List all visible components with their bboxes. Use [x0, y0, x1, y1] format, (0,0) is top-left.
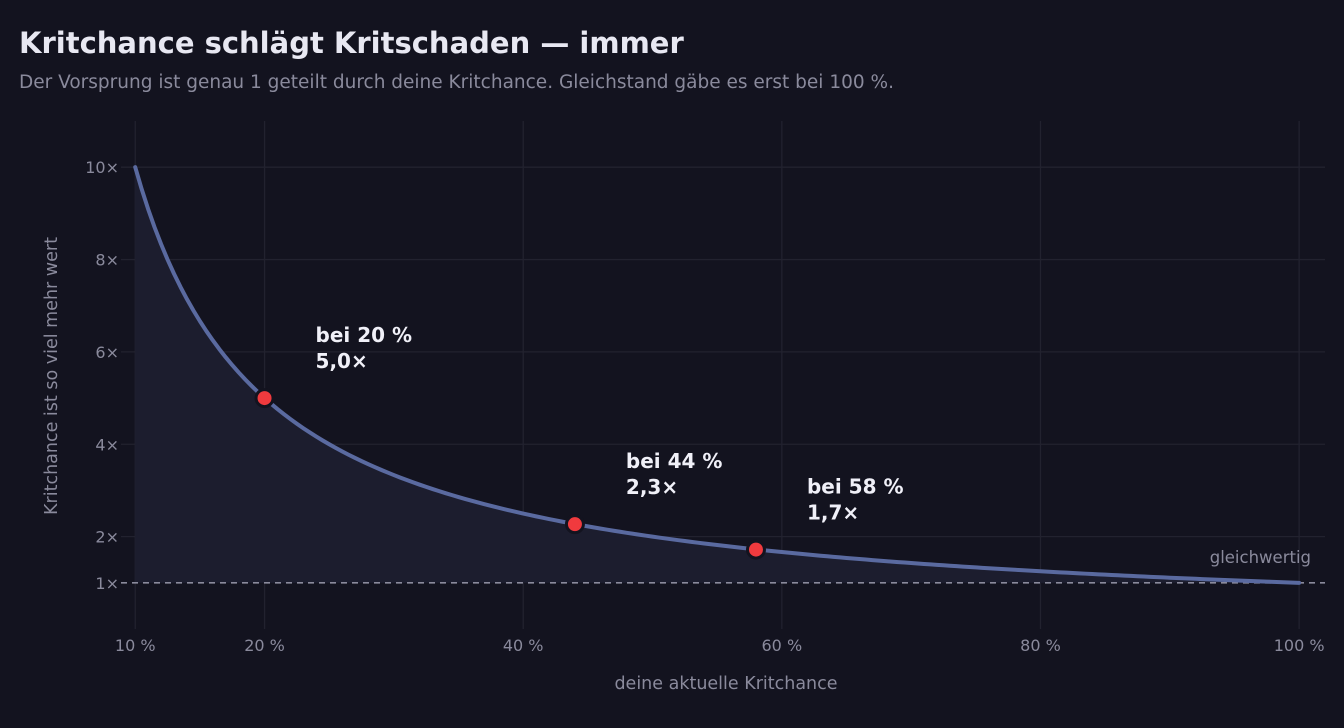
highlight-points: [254, 388, 766, 560]
x-tick-label: 20 %: [244, 636, 285, 655]
annotation-value: 1,7×: [807, 501, 859, 525]
grid-lines: [121, 121, 1325, 629]
x-tick-label: 80 %: [1020, 636, 1061, 655]
y-tick-label: 4×: [95, 435, 119, 454]
x-tick-label: 10 %: [115, 636, 156, 655]
y-tick-label: 6×: [95, 343, 119, 362]
reference-line-label: gleichwertig: [1210, 548, 1311, 567]
annotation-value: 5,0×: [316, 349, 368, 373]
highlight-marker: [745, 539, 766, 560]
curve-area-fill: [135, 167, 1300, 583]
x-tick-label: 40 %: [503, 636, 544, 655]
annotation-label: bei 58 %: [807, 475, 904, 499]
annotations: bei 20 %5,0× bei 44 %2,3× bei 58 %1,7×: [316, 323, 904, 524]
y-axis-label: Kritchance ist so viel mehr wert: [42, 237, 62, 515]
annotation-label: bei 44 %: [626, 449, 723, 473]
y-tick-label: 10×: [85, 158, 119, 177]
x-tick-label: 100 %: [1274, 636, 1325, 655]
annotation-label: bei 20 %: [316, 323, 413, 347]
x-tick-label: 60 %: [762, 636, 803, 655]
chart-subtitle: Der Vorsprung ist genau 1 geteilt durch …: [19, 72, 894, 93]
series-line-group: [133, 165, 1302, 585]
reference-line-group: gleichwertig: [121, 548, 1325, 584]
area-fill: [135, 167, 1300, 583]
highlight-marker: [254, 388, 275, 409]
series-line: [133, 165, 1302, 585]
chart-title: Kritchance schlägt Kritschaden — immer: [19, 26, 684, 60]
x-axis-label: deine aktuelle Kritchance: [614, 674, 837, 694]
y-tick-label: 8×: [95, 251, 119, 270]
axis-ticks: 10 % 20 % 40 % 60 % 80 % 100 % 1× 2× 4× 6× 8× 10×: [85, 158, 1324, 655]
y-tick-label: 2×: [95, 528, 119, 547]
y-tick-label: 1×: [95, 574, 119, 593]
annotation-value: 2,3×: [626, 475, 678, 499]
highlight-marker: [564, 514, 585, 535]
